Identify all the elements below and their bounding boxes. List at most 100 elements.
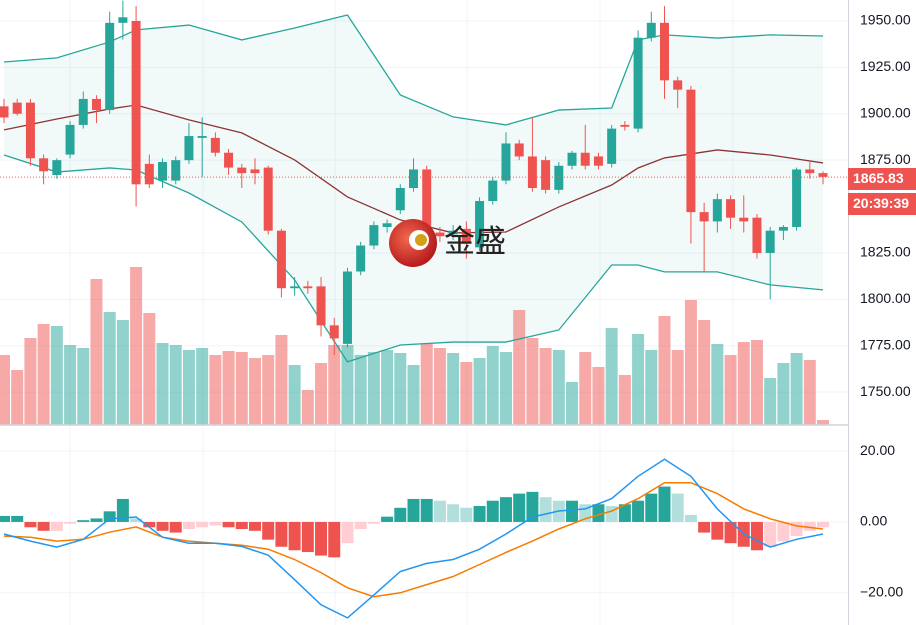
candle-body [646, 22, 656, 38]
candle-body [303, 286, 313, 289]
volume-bar [209, 355, 222, 425]
histogram-bar [618, 504, 631, 522]
candle-body [329, 325, 339, 339]
volume-bar [182, 350, 195, 425]
volume-bar [684, 300, 697, 425]
volume-bar [143, 313, 156, 425]
candle-body [686, 89, 696, 213]
candle-body [118, 17, 128, 23]
y-tick-label: 1875.00 [860, 151, 911, 167]
histogram-bar [499, 497, 512, 522]
volume-bar [248, 358, 261, 425]
candle-body [488, 180, 498, 201]
histogram-bar [328, 521, 341, 558]
candle-body [461, 228, 471, 244]
histogram-bar [90, 518, 103, 522]
volume-bar [447, 353, 460, 425]
histogram-bar [116, 498, 129, 522]
volume-bar [486, 346, 499, 425]
histogram-bar [235, 521, 248, 530]
candle-body [25, 102, 35, 159]
candle-body [593, 156, 603, 166]
candle-body [818, 173, 828, 177]
candle-body [712, 199, 722, 222]
candle-body [382, 223, 392, 227]
histogram-bar [156, 521, 169, 531]
volume-bar [632, 334, 645, 425]
histogram-bar [724, 521, 737, 544]
candle-body [726, 199, 736, 218]
candle-body [210, 137, 220, 153]
histogram-bar [433, 500, 446, 522]
histogram-bar [354, 521, 367, 530]
histogram-bar [301, 521, 314, 553]
volume-bar [579, 352, 592, 425]
histogram-bar [592, 504, 605, 522]
y-tick-label: 1900.00 [860, 104, 911, 120]
candle-body [224, 152, 234, 168]
candle-body [144, 163, 154, 185]
volume-bar [77, 348, 90, 425]
candle-body [250, 169, 260, 174]
y-tick-label: 1825.00 [860, 244, 911, 260]
candle-body [237, 167, 247, 174]
candle-body [197, 136, 207, 138]
volume-bar [407, 365, 420, 425]
volume-bar [790, 353, 803, 425]
volume-bar [169, 345, 182, 425]
logo-core [415, 234, 427, 246]
candle-body [805, 169, 815, 174]
volume-bar [288, 365, 301, 425]
volume-bar [367, 352, 380, 425]
volume-bar [566, 382, 579, 425]
candle-body [65, 124, 75, 155]
y-tick-label: 1950.00 [860, 12, 911, 28]
histogram-bar [460, 507, 473, 522]
histogram-bar [486, 500, 499, 522]
candle-body [514, 143, 524, 157]
histogram-bar [169, 521, 182, 533]
histogram-bar [658, 486, 671, 522]
candle-body [91, 98, 101, 111]
histogram-bar [632, 500, 645, 522]
candle-body [356, 245, 366, 272]
histogram-bar [182, 521, 195, 530]
histogram-bar [64, 521, 77, 524]
volume-bar [222, 351, 235, 425]
macd-line [3, 458, 824, 619]
watermark-text: 金盛 [444, 224, 506, 259]
candle-body [739, 217, 749, 222]
volume-bar [50, 326, 63, 425]
volume-bar [473, 358, 486, 425]
volume-bar [341, 345, 354, 425]
histogram-bar [209, 521, 222, 526]
candle-body [78, 98, 88, 125]
candle-body [660, 22, 669, 81]
volume-bar [539, 348, 552, 425]
histogram-bar [341, 521, 354, 544]
candle-body [422, 169, 432, 233]
histogram-bar [103, 511, 116, 522]
histogram-bar [275, 521, 288, 547]
volume-bar [618, 375, 631, 425]
histogram-bar [0, 515, 10, 522]
volume-bar [552, 350, 565, 425]
candle-body [52, 160, 62, 176]
volume-bar [658, 316, 671, 425]
histogram-bar [764, 521, 777, 547]
histogram-bar [539, 497, 552, 522]
histogram-bar [262, 521, 275, 540]
y-tick-label: 1775.00 [860, 336, 911, 352]
histogram-bar [196, 521, 209, 528]
volume-bar [526, 338, 539, 425]
histogram-bar [473, 506, 486, 522]
candle-body [290, 286, 300, 289]
y-tick-label: 1750.00 [860, 383, 911, 399]
volume-bar [420, 344, 433, 425]
histogram-bar [447, 504, 460, 522]
volume-bar [24, 338, 37, 425]
candle-body [567, 152, 577, 166]
last-price-tag [848, 168, 916, 190]
volume-bar [698, 320, 711, 425]
volume-bar [315, 363, 328, 425]
